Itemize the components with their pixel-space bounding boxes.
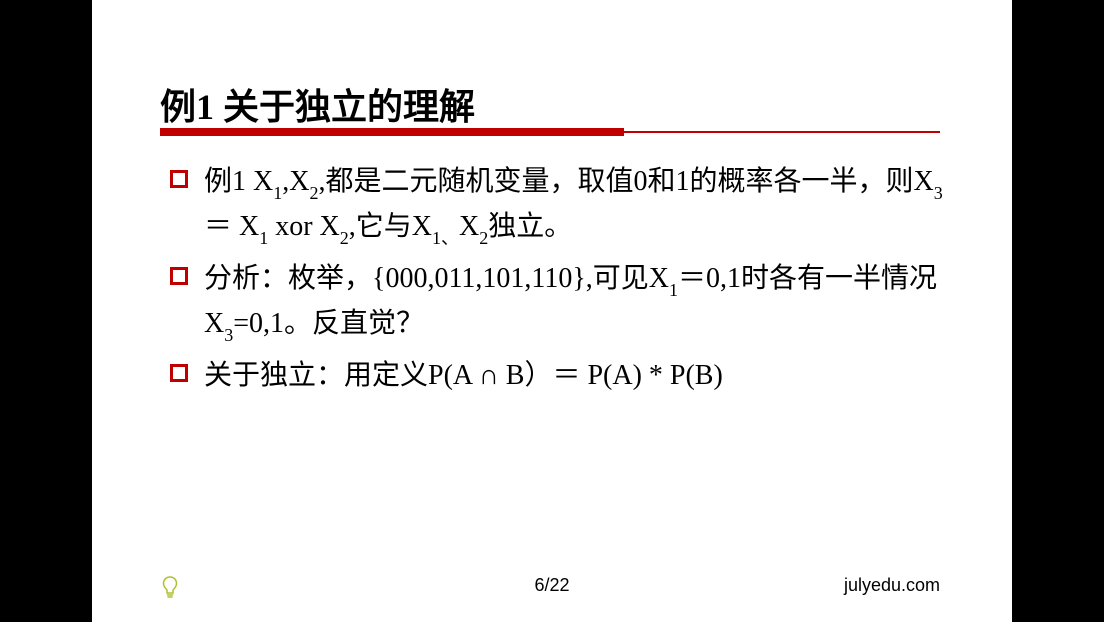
page-total: 22 (550, 575, 570, 595)
bullet-item: 例1 X1,X2,都是二元随机变量，取值0和1的概率各一半，则X3＝ X1 xo… (170, 160, 970, 251)
title-underline-thick (160, 128, 624, 136)
site-label: julyedu.com (844, 575, 940, 596)
slide-title: 例1 关于独立的理解 (160, 78, 475, 130)
bullet-marker-icon (170, 267, 188, 285)
bullet-text: 例1 X1,X2,都是二元随机变量，取值0和1的概率各一半，则X3＝ X1 xo… (204, 160, 970, 251)
title-underline-thin (624, 131, 940, 133)
bullet-item: 关于独立：用定义P(A ∩ B）＝ P(A) * P(B) (170, 354, 970, 397)
footer: 6/22 julyedu.com (92, 570, 1012, 598)
bullet-marker-icon (170, 364, 188, 382)
page-current: 6 (534, 575, 544, 595)
bullet-text: 关于独立：用定义P(A ∩ B）＝ P(A) * P(B) (204, 354, 723, 397)
bullet-marker-icon (170, 170, 188, 188)
bullet-text: 分析：枚举，{000,011,101,110},可见X1＝0,1时各有一半情况X… (204, 257, 970, 348)
content-area: 例1 X1,X2,都是二元随机变量，取值0和1的概率各一半，则X3＝ X1 xo… (170, 160, 970, 403)
bullet-item: 分析：枚举，{000,011,101,110},可见X1＝0,1时各有一半情况X… (170, 257, 970, 348)
slide: 例1 关于独立的理解 例1 X1,X2,都是二元随机变量，取值0和1的概率各一半… (92, 0, 1012, 622)
